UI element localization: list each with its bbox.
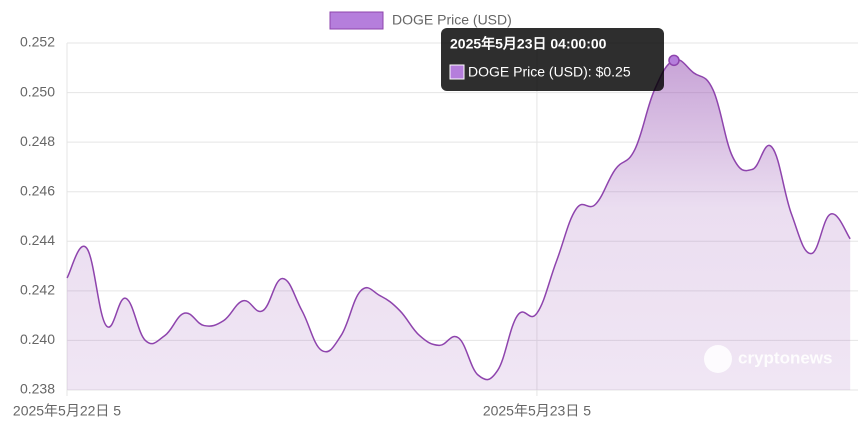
- y-tick-label: 0.242: [20, 282, 55, 298]
- tooltip-label: DOGE Price (USD): $0.25: [468, 64, 631, 80]
- watermark-text: cryptonews: [738, 348, 832, 367]
- tooltip-swatch: [449, 64, 465, 80]
- hover-point: [668, 54, 680, 67]
- legend-label: DOGE Price (USD): [392, 12, 512, 28]
- area: [67, 59, 851, 391]
- y-tick-label: 0.238: [20, 381, 55, 397]
- y-tick-label: 0.250: [20, 83, 55, 99]
- x-tick-label: 2025年5月22日 5: [13, 403, 121, 419]
- tooltip-title: 2025年5月23日 04:00:00: [450, 36, 607, 52]
- y-tick-label: 0.244: [20, 232, 55, 248]
- x-tick-label: 2025年5月23日 5: [483, 403, 591, 419]
- y-tick-label: 0.240: [20, 331, 55, 347]
- watermark: cryptonews: [704, 345, 832, 373]
- line: [66, 58, 851, 381]
- y-tick-label: 0.246: [20, 182, 55, 198]
- y-tick-label: 0.252: [20, 34, 55, 50]
- y-tick-label: 0.248: [20, 133, 55, 149]
- legend-swatch: [329, 11, 384, 30]
- legend: DOGE Price (USD): [329, 11, 512, 30]
- tooltip-box: [441, 28, 664, 91]
- tooltip: 2025年5月23日 04:00:00 DOGE Price (USD): $0…: [441, 28, 664, 91]
